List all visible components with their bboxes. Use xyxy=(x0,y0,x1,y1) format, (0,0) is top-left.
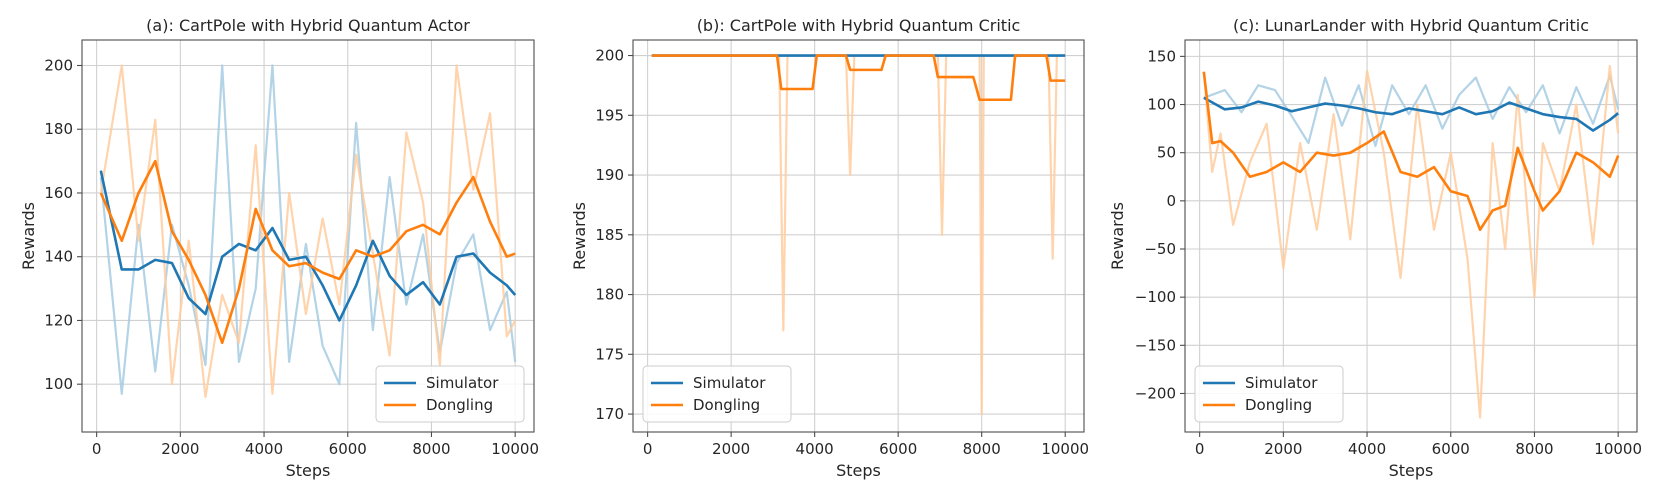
chart-title: (b): CartPole with Hybrid Quantum Critic xyxy=(697,16,1021,35)
x-tick-label: 4000 xyxy=(1348,440,1386,458)
plot-frame xyxy=(632,39,1085,433)
chart-panel-b: 0 2000 4000 6000 8000 10000 170 175 180 185 190 195… xyxy=(570,16,1089,480)
chart-panel-c: 0 2000 4000 6000 8000 10000 −200 −150 −100 −50 0 50… xyxy=(1108,16,1642,480)
y-tick-label: 190 xyxy=(595,166,624,184)
x-axis-label: Steps xyxy=(836,461,881,480)
y-tick-label: 150 xyxy=(1147,47,1176,65)
x-tick-label: 8000 xyxy=(963,440,1001,458)
y-tick-label: 100 xyxy=(1147,96,1176,114)
y-tick-label: 175 xyxy=(595,345,624,363)
legend-label-simulator: Simulator xyxy=(1245,374,1318,392)
x-tick-label: 8000 xyxy=(412,440,450,458)
plot-frame xyxy=(81,39,535,433)
x-tick-label: 6000 xyxy=(329,440,367,458)
x-tick-label: 8000 xyxy=(1515,440,1553,458)
plot-frame xyxy=(1184,39,1638,433)
series-line-simulator xyxy=(99,170,517,322)
legend-label-dongling: Dongling xyxy=(1245,396,1312,414)
x-tick-label: 0 xyxy=(1195,440,1205,458)
y-tick-label: 180 xyxy=(595,286,624,304)
chart-title: (a): CartPole with Hybrid Quantum Actor xyxy=(146,16,470,35)
legend: Simulator Dongling xyxy=(642,365,792,423)
x-tick-label: 0 xyxy=(643,440,653,458)
chart-panel-a: 0 2000 4000 6000 8000 10000 100 120 140 160 180 200… xyxy=(19,16,539,480)
y-tick-label: 160 xyxy=(44,184,73,202)
y-tick-label: 50 xyxy=(1157,144,1176,162)
x-tick-label: 6000 xyxy=(1432,440,1470,458)
x-tick-label: 0 xyxy=(92,440,102,458)
series-line-dongling xyxy=(651,54,1066,102)
y-tick-label: 185 xyxy=(595,226,624,244)
legend-label-dongling: Dongling xyxy=(426,396,493,414)
y-tick-label: −150 xyxy=(1135,336,1176,354)
series-line-dongling xyxy=(99,159,516,345)
legend-box xyxy=(1194,365,1344,423)
y-tick-label: 200 xyxy=(595,47,624,65)
y-axis-label: Rewards xyxy=(1108,202,1127,270)
series-line-simulator xyxy=(1203,96,1619,132)
x-tick-label: 10000 xyxy=(1041,440,1089,458)
legend-label-simulator: Simulator xyxy=(693,374,766,392)
legend: Simulator Dongling xyxy=(375,365,525,423)
raw-series-line-dongling xyxy=(1202,64,1620,419)
legend-label-simulator: Simulator xyxy=(426,374,499,392)
x-tick-label: 2000 xyxy=(712,440,750,458)
chart-title: (c): LunarLander with Hybrid Quantum Cri… xyxy=(1233,16,1589,35)
x-tick-label: 10000 xyxy=(1594,440,1642,458)
x-tick-label: 6000 xyxy=(879,440,917,458)
raw-series-line-dongling xyxy=(651,54,1066,416)
x-axis-label: Steps xyxy=(1389,461,1434,480)
legend: Simulator Dongling xyxy=(1194,365,1344,423)
x-tick-label: 4000 xyxy=(245,440,283,458)
y-tick-label: 195 xyxy=(595,106,624,124)
y-tick-label: −100 xyxy=(1135,288,1176,306)
y-axis-label: Rewards xyxy=(19,202,38,270)
y-tick-label: 180 xyxy=(44,120,73,138)
legend-label-dongling: Dongling xyxy=(693,396,760,414)
x-axis-label: Steps xyxy=(286,461,331,480)
series-line-dongling xyxy=(1202,71,1620,232)
y-tick-label: 140 xyxy=(44,248,73,266)
legend-box xyxy=(375,365,525,423)
y-tick-label: 120 xyxy=(44,311,73,329)
legend-box xyxy=(642,365,792,423)
x-tick-label: 2000 xyxy=(161,440,199,458)
y-axis-label: Rewards xyxy=(570,202,589,270)
x-tick-label: 10000 xyxy=(491,440,539,458)
x-tick-label: 4000 xyxy=(796,440,834,458)
grid xyxy=(1185,40,1637,432)
y-tick-label: −200 xyxy=(1135,384,1176,402)
y-tick-label: 170 xyxy=(595,405,624,423)
y-tick-label: 200 xyxy=(44,56,73,74)
raw-series-line-dongling xyxy=(99,64,517,399)
y-tick-label: −50 xyxy=(1144,240,1176,258)
y-tick-label: 100 xyxy=(44,375,73,393)
x-tick-label: 2000 xyxy=(1264,440,1302,458)
raw-series-line-simulator xyxy=(1203,74,1620,148)
y-tick-label: 0 xyxy=(1166,192,1176,210)
